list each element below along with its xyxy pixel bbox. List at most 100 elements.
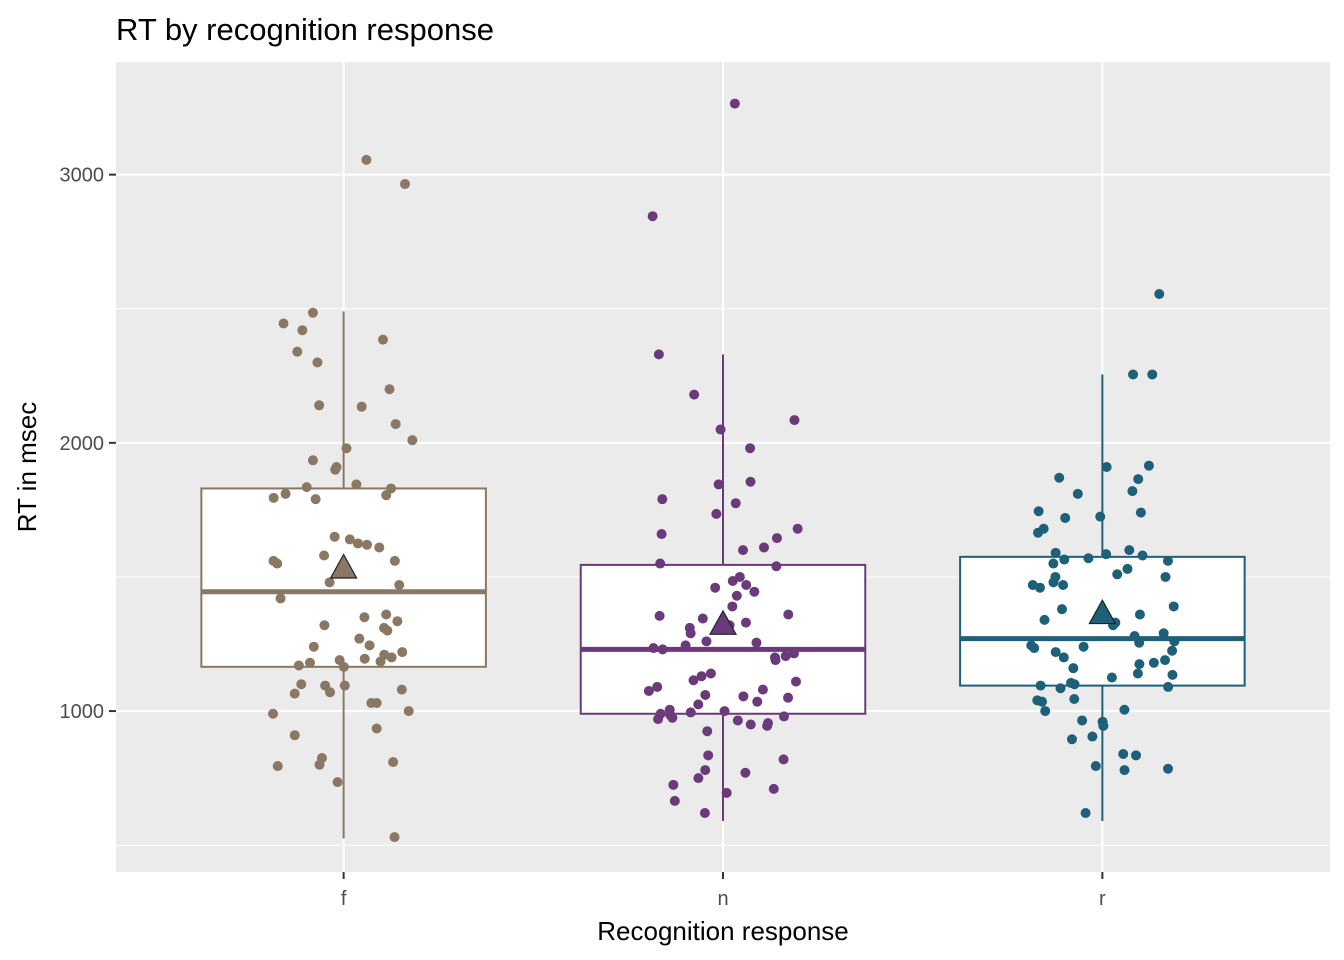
data-point-n: [701, 636, 712, 647]
data-point-f: [296, 679, 307, 690]
data-point-n: [757, 684, 768, 695]
data-point-f: [371, 723, 382, 734]
data-point-f: [381, 609, 392, 620]
data-point-n: [771, 561, 782, 572]
data-point-n: [653, 714, 664, 725]
data-point-r: [1035, 680, 1046, 691]
data-point-f: [359, 612, 370, 623]
data-point-f: [407, 435, 418, 446]
data-point-r: [1134, 609, 1145, 620]
data-point-f: [307, 455, 318, 466]
data-point-f: [330, 464, 341, 475]
mean-marker-r: [1088, 598, 1117, 625]
data-point-f: [384, 384, 395, 395]
data-point-r: [1168, 601, 1179, 612]
x-tick-label: f: [341, 888, 347, 910]
data-point-r: [1083, 553, 1094, 564]
data-point-r: [1160, 655, 1171, 666]
mean-layer: [329, 553, 1117, 635]
data-point-r: [1101, 549, 1112, 560]
data-point-f: [308, 641, 319, 652]
data-point-f: [375, 656, 386, 667]
data-point-r: [1119, 765, 1130, 776]
data-point-f: [293, 660, 304, 671]
data-point-n: [740, 767, 751, 778]
data-point-n: [721, 787, 732, 798]
data-point-f: [312, 357, 323, 368]
data-point-r: [1135, 507, 1146, 518]
data-point-r: [1054, 472, 1065, 483]
data-point-n: [700, 765, 711, 776]
data-point-f: [307, 307, 318, 318]
data-point-n: [702, 726, 713, 737]
data-point-n: [713, 479, 724, 490]
data-point-r: [1033, 527, 1044, 538]
data-point-n: [740, 617, 751, 628]
data-point-n: [688, 675, 699, 686]
data-point-n: [680, 640, 691, 651]
data-point-r: [1154, 289, 1165, 300]
data-point-f: [392, 616, 403, 627]
data-point-r: [1050, 547, 1061, 558]
data-point-f: [389, 832, 400, 843]
data-point-n: [669, 795, 680, 806]
data-point-n: [657, 494, 668, 505]
data-point-f: [371, 698, 382, 709]
box-n: [579, 563, 867, 715]
data-point-r: [1048, 558, 1059, 569]
data-point-f: [397, 647, 408, 658]
data-point-r: [1134, 659, 1145, 670]
mean-marker-n: [708, 609, 738, 635]
data-point-f: [362, 539, 373, 550]
data-point-r: [1050, 647, 1061, 658]
data-point-n: [653, 349, 664, 360]
data-point-n: [693, 773, 704, 784]
data-point-f: [310, 494, 321, 505]
data-point-n: [762, 720, 773, 731]
y-axis-title: RT in msec: [12, 402, 42, 533]
data-point-f: [382, 625, 393, 636]
data-point-n: [738, 545, 749, 556]
data-point-f: [352, 538, 363, 549]
data-point-n: [792, 523, 803, 534]
data-point-n: [745, 476, 756, 487]
data-point-r: [1169, 636, 1180, 647]
data-point-r: [1132, 668, 1143, 679]
data-point-f: [314, 759, 325, 770]
data-point-f: [344, 534, 355, 545]
data-point-n: [731, 590, 742, 601]
data-point-r: [1068, 663, 1079, 674]
data-point-f: [378, 334, 389, 345]
data-point-r: [1131, 750, 1142, 761]
data-point-r: [1143, 460, 1154, 471]
data-point-f: [329, 531, 340, 542]
data-point-f: [268, 492, 279, 503]
axes: 1000 2000 3000 f n r: [60, 165, 1107, 910]
data-point-f: [332, 777, 343, 788]
data-point-n: [745, 443, 756, 454]
data-point-n: [685, 628, 696, 639]
data-point-r: [1029, 643, 1040, 654]
data-point-r: [1118, 748, 1129, 759]
data-point-n: [647, 211, 658, 222]
data-point-r: [1133, 474, 1144, 485]
data-point-f: [389, 555, 400, 566]
data-point-r: [1040, 706, 1051, 717]
data-point-r: [1033, 506, 1044, 517]
data-point-f: [364, 640, 375, 651]
data-point-n: [783, 692, 794, 703]
data-point-r: [1162, 555, 1173, 566]
data-point-f: [388, 757, 399, 768]
data-point-n: [727, 601, 738, 612]
data-point-r: [1167, 645, 1178, 656]
data-point-r: [1137, 550, 1148, 561]
data-point-r: [1127, 486, 1138, 497]
data-point-n: [730, 498, 741, 509]
data-point-r: [1066, 734, 1077, 745]
data-point-r: [1148, 657, 1159, 668]
data-point-n: [771, 533, 782, 544]
data-point-r: [1034, 582, 1045, 593]
data-point-f: [396, 684, 407, 695]
point-layer: [268, 98, 1180, 843]
